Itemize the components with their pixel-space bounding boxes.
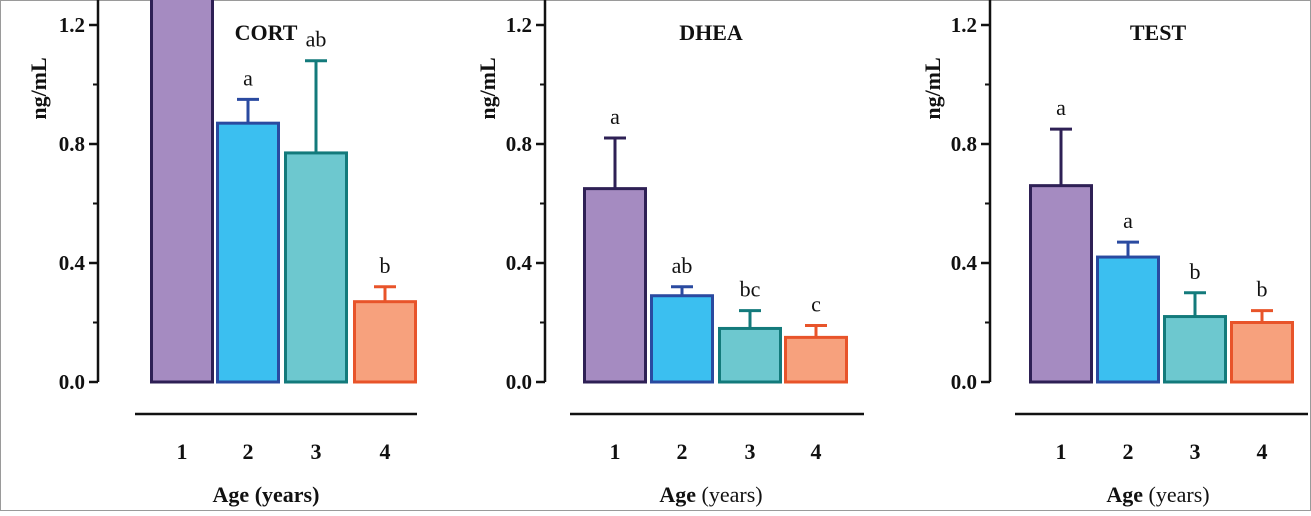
y-tick-label: 0.8 [506, 132, 532, 156]
significance-letter: a [243, 65, 253, 90]
x-tick-label: 2 [243, 439, 254, 464]
panel-dhea: DHEA0.00.40.81.21.62.0ng/mLa1ab2bc3c4Age… [475, 0, 864, 507]
y-axis-label: ng/mL [475, 57, 500, 119]
y-tick-label: 0.0 [951, 370, 977, 394]
y-tick-label: 0.0 [59, 370, 85, 394]
significance-letter: b [380, 253, 391, 278]
y-tick-label: 0.4 [506, 251, 533, 275]
significance-letter: a [610, 104, 620, 129]
x-axis-label: Age (years) [1106, 482, 1209, 507]
bar [284, 151, 348, 384]
bar [150, 0, 214, 384]
y-tick-label: 0.4 [951, 251, 978, 275]
x-tick-label: 3 [311, 439, 322, 464]
x-tick-label: 4 [1257, 439, 1268, 464]
bar [353, 300, 417, 384]
panel-title: DHEA [679, 20, 743, 45]
significance-letter: b [1257, 277, 1268, 302]
y-tick-label: 0.0 [506, 370, 532, 394]
bar [583, 187, 647, 384]
x-tick-label: 1 [177, 439, 188, 464]
x-tick-label: 2 [677, 439, 688, 464]
bar [1096, 255, 1160, 384]
panel-cort: CORT0.00.40.81.21.62.0ng/mLa1a2ab3b4Age … [26, 0, 417, 507]
y-tick-label: 0.4 [59, 251, 86, 275]
significance-letter: a [1123, 208, 1133, 233]
x-tick-label: 1 [610, 439, 621, 464]
x-tick-label: 2 [1123, 439, 1134, 464]
bar [650, 294, 714, 384]
panel-title: TEST [1130, 20, 1187, 45]
y-axis-label: ng/mL [920, 57, 945, 119]
x-axis-label-unit: (years) [1143, 482, 1210, 507]
significance-letter: b [1190, 259, 1201, 284]
significance-letter: ab [306, 27, 327, 52]
x-tick-label: 4 [380, 439, 391, 464]
y-tick-label: 1.2 [951, 13, 977, 37]
significance-letter: a [1056, 95, 1066, 120]
y-tick-label: 0.8 [59, 132, 85, 156]
x-tick-label: 3 [1190, 439, 1201, 464]
bar [1230, 321, 1294, 384]
significance-letter: c [811, 291, 821, 316]
bar [1029, 184, 1093, 384]
x-axis-label: Age (years) [659, 482, 762, 507]
significance-letter: bc [740, 277, 761, 302]
bar [1163, 315, 1227, 384]
y-tick-label: 1.2 [59, 13, 85, 37]
panel-title: CORT [235, 20, 298, 45]
significance-letter: ab [672, 253, 693, 278]
y-tick-label: 1.2 [506, 13, 532, 37]
x-axis-label: Age (years) [213, 482, 320, 507]
bar [784, 335, 848, 384]
x-axis-label-bold: Age (years) [213, 482, 320, 507]
x-axis-label-unit: (years) [696, 482, 763, 507]
x-axis-label-bold: Age [659, 482, 696, 507]
x-axis-label-bold: Age [1106, 482, 1143, 507]
x-tick-label: 3 [745, 439, 756, 464]
x-tick-label: 1 [1056, 439, 1067, 464]
y-axis-label: ng/mL [26, 57, 51, 119]
bar [718, 326, 782, 384]
x-tick-label: 4 [811, 439, 822, 464]
bar [216, 121, 280, 384]
y-tick-label: 0.8 [951, 132, 977, 156]
